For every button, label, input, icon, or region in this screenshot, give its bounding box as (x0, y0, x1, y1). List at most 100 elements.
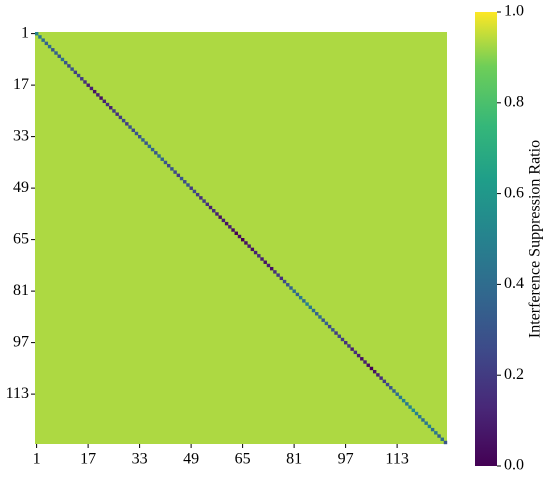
heatmap-cell (424, 421, 428, 425)
heatmap-cell (260, 257, 264, 261)
heatmap-cell (92, 89, 97, 94)
heatmap-cell (392, 389, 396, 393)
heatmap-cell (134, 131, 139, 136)
heatmap-cell (157, 154, 161, 158)
y-tick-label: 113 (6, 385, 29, 402)
heatmap-cell (276, 273, 280, 277)
heatmap-cell (83, 80, 87, 84)
heatmap-cell (405, 402, 409, 406)
heatmap-cell (289, 286, 293, 290)
heatmap-cell (244, 241, 248, 245)
heatmap-cell (324, 321, 329, 326)
heatmap-cell (315, 312, 319, 316)
heatmap-cell (199, 196, 203, 200)
heatmap-cell (369, 366, 374, 371)
heatmap-cell (102, 99, 107, 104)
heatmap-cell (183, 180, 187, 184)
heatmap-cell (170, 167, 174, 171)
heatmap-cell (389, 386, 393, 390)
heatmap-cell (228, 225, 232, 229)
heatmap-cell (179, 176, 184, 181)
y-tick-label: 65 (13, 230, 29, 247)
heatmap-cell (63, 60, 68, 65)
heatmap-cell (237, 234, 242, 239)
heatmap-cell (195, 192, 200, 197)
heatmap-cell (80, 77, 84, 81)
heatmap-cell (263, 260, 267, 264)
heatmap-cell (379, 376, 383, 380)
heatmap-cell (327, 324, 332, 329)
heatmap-cell (215, 212, 219, 216)
heatmap-cell (266, 263, 271, 268)
heatmap-cell (38, 35, 42, 39)
heatmap-cell (128, 125, 132, 129)
x-tick-label: 81 (286, 451, 302, 468)
heatmap-cell (109, 106, 113, 110)
x-tick-label: 97 (338, 451, 354, 468)
heatmap-cell (360, 357, 364, 361)
heatmap-cell (234, 231, 238, 235)
heatmap-cell (298, 295, 303, 300)
y-tick-label: 81 (13, 282, 29, 299)
heatmap-cell (398, 395, 403, 400)
y-tick-label: 97 (13, 333, 29, 350)
heatmap-cell (218, 215, 222, 219)
heatmap-cell (131, 128, 135, 132)
heatmap-cell (440, 437, 444, 441)
heatmap-cell (350, 347, 354, 351)
heatmap-cell (186, 183, 190, 187)
heatmap-cell (421, 418, 425, 422)
heatmap-cell (411, 408, 416, 413)
heatmap-cell (395, 392, 399, 396)
heatmap-cell (318, 315, 322, 319)
heatmap-cell (144, 141, 148, 145)
heatmap-cell (334, 331, 338, 335)
heatmap-cell (331, 328, 335, 332)
heatmap-cell (35, 32, 39, 36)
y-tick-label: 49 (13, 179, 29, 196)
heatmap-cell (202, 199, 206, 203)
heatmap-cell (192, 189, 197, 194)
heatmap-cell (366, 363, 370, 367)
heatmap-cell (160, 157, 164, 161)
heatmap-cell (344, 341, 348, 345)
heatmap-cell (414, 411, 419, 416)
heatmap-cell (163, 160, 168, 165)
heatmap-cell (67, 64, 71, 68)
heatmap-cell (47, 44, 52, 49)
heatmap-cell (112, 109, 116, 113)
heatmap-cell (189, 186, 193, 190)
heatmap-cell (372, 369, 377, 374)
heatmap-cell (205, 202, 210, 207)
y-tick-label: 1 (21, 24, 29, 41)
heatmap-cell (292, 289, 296, 293)
heatmap-cell (138, 135, 142, 139)
heatmap-cell (221, 218, 226, 223)
heatmap-cell (308, 305, 313, 310)
x-tick-label: 49 (183, 451, 199, 468)
heatmap-cell (166, 163, 171, 168)
heatmap-cell (51, 48, 55, 52)
heatmap-cell (89, 86, 94, 91)
x-tick-label: 65 (235, 451, 251, 468)
heatmap-cell (273, 270, 277, 274)
heatmap-cell (363, 360, 367, 364)
heatmap-cell (430, 427, 435, 432)
heatmap-cell (73, 70, 78, 75)
colorbar-tick-label: 1.0 (504, 3, 524, 20)
colorbar-tick-label: 0.2 (504, 366, 524, 383)
heatmap-cell (44, 41, 49, 46)
heatmap-cell (154, 151, 158, 155)
heatmap-cell (173, 170, 177, 174)
x-tick-label: 17 (80, 451, 96, 468)
heatmap-cell (305, 302, 309, 306)
y-tick-label: 17 (13, 76, 29, 93)
heatmap-cell (295, 292, 300, 297)
x-tick-label: 113 (385, 451, 408, 468)
heatmap-cell (408, 405, 412, 409)
heatmap-cell (99, 96, 103, 100)
heatmap-cell (224, 221, 229, 226)
heatmap-cell (125, 122, 129, 126)
heatmap-cell (382, 379, 387, 384)
